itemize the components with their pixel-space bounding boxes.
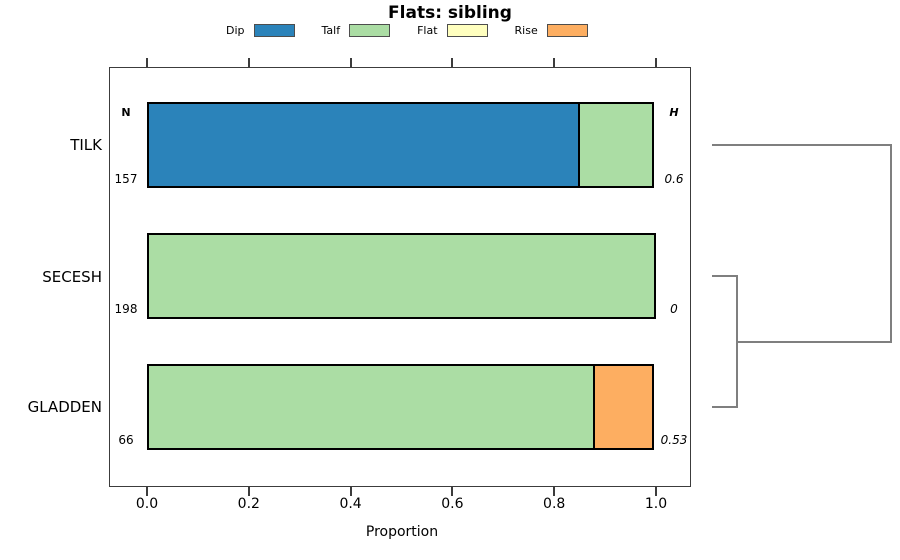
legend-label: Flat — [417, 24, 438, 37]
x-tick-mark — [349, 487, 352, 496]
legend-label: Rise — [514, 24, 538, 37]
x-tick-mark — [146, 487, 148, 496]
legend: Dip Talf Flat Rise — [226, 24, 588, 37]
n-value-secesh: 198 — [114, 302, 138, 316]
x-tick-label: 1.0 — [644, 496, 668, 512]
legend-item-flat: Flat — [417, 24, 488, 37]
x-tick-mark — [553, 58, 556, 67]
x-tick-mark — [451, 58, 454, 67]
n-value-gladden: 66 — [118, 433, 134, 447]
bar-row-secesh — [147, 233, 656, 319]
x-tick-label: 0.8 — [543, 496, 566, 512]
y-axis-label-gladden: GLADDEN — [27, 398, 102, 416]
x-tick-mark — [247, 58, 250, 67]
x-tick-mark — [146, 58, 148, 67]
x-tick-label: 0.0 — [135, 496, 159, 512]
bar-segment-talf — [147, 364, 595, 450]
legend-swatch-talf — [349, 24, 391, 37]
y-axis-label-tilk: TILK — [70, 136, 102, 154]
legend-item-talf: Talf — [322, 24, 391, 37]
x-axis-title: Proportion — [365, 524, 439, 540]
x-tick-label: 0.4 — [339, 496, 362, 512]
bar-row-gladden — [147, 364, 654, 450]
dendrogram-branch-secesh — [712, 275, 738, 277]
h-value-secesh: 0 — [670, 302, 678, 316]
bar-row-tilk — [147, 102, 654, 188]
h-value-gladden: 0.53 — [660, 433, 688, 447]
h-value-tilk: 0.6 — [664, 172, 684, 186]
dendrogram-join-all — [890, 144, 892, 343]
y-axis-label-secesh: SECESH — [42, 268, 102, 286]
n-value-tilk: 157 — [114, 172, 138, 186]
legend-label: Talf — [321, 24, 341, 37]
bar-segment-rise — [593, 364, 654, 450]
bar-segment-dip — [147, 102, 580, 188]
legend-swatch-flat — [446, 24, 488, 37]
x-tick-label: 0.6 — [441, 496, 464, 512]
x-tick-mark — [451, 487, 454, 496]
dendrogram-branch-gladden — [712, 406, 738, 408]
x-tick-label: 0.2 — [237, 496, 260, 512]
x-tick-mark — [553, 487, 556, 496]
chart-title: Flats: sibling — [388, 3, 512, 23]
bar-segment-talf — [578, 102, 654, 188]
dendrogram-branch-cluster — [736, 341, 892, 343]
x-tick-mark — [655, 487, 657, 496]
bar-segment-talf — [147, 233, 656, 319]
legend-item-rise: Rise — [515, 24, 588, 37]
h-column-header: H — [669, 106, 679, 119]
x-tick-mark — [247, 487, 250, 496]
plot-area — [109, 67, 691, 487]
legend-swatch-rise — [546, 24, 588, 37]
legend-item-dip: Dip — [226, 24, 295, 37]
legend-label: Dip — [226, 24, 245, 37]
dendrogram-branch-tilk — [712, 144, 892, 146]
legend-swatch-dip — [253, 24, 295, 37]
n-column-header: N — [121, 106, 131, 119]
x-tick-mark — [655, 58, 657, 67]
x-tick-mark — [349, 58, 352, 67]
